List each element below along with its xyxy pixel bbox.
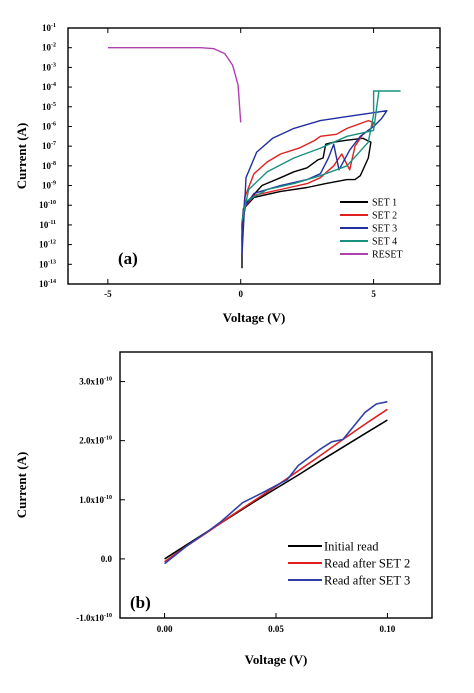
panel-a-legend-label: SET 2 (372, 211, 397, 222)
panel-a-series-reset (107, 47, 242, 123)
panel-b-label: (b) (130, 593, 151, 612)
panel-a-y-tick-label: 10-8 (42, 161, 56, 171)
panel-b-series-read-after-set-3 (164, 400, 388, 565)
panel-a-y-tick-label: 10-4 (42, 82, 56, 92)
panel-a-label: (a) (118, 249, 138, 268)
panel-b-legend-label: Read after SET 2 (324, 557, 410, 571)
panel-b-x-tick-label: 0.00 (157, 624, 173, 634)
panel-a-series-set-1 (241, 137, 372, 269)
panel-a-series-set-2 (241, 119, 375, 235)
panel-b-x-tick-label: 0.05 (268, 624, 284, 634)
panel-a-legend: SET 1 SET 2 SET 3 SET 4 RESET (340, 198, 403, 261)
panel-b-series (164, 400, 388, 565)
panel-b-y-tick-label: -1.0x10-10 (76, 613, 112, 623)
panel-b-legend-label: Initial read (324, 540, 379, 554)
panel-a-y-tick-label: 10-9 (42, 181, 56, 191)
panel-a-y-tick-label: 10-13 (39, 259, 56, 269)
panel-b-x-ticks: 0.00 0.05 0.10 (157, 613, 396, 634)
panel-a-y-ticks: 10-1 10-2 10-3 10-4 10-5 10-6 10-7 10-8 10-9 10-1… (39, 23, 440, 289)
panel-a-series-set-4 (241, 90, 401, 222)
panel-b-y-ticks: 3.0x10-10 2.0x10-10 1.0x10-10 0.0 -1.0x10-10 (76, 377, 125, 623)
panel-a-y-tick-label: 10-11 (39, 220, 56, 230)
panel-a-legend-label: SET 4 (372, 237, 397, 248)
panel-a-x-tick-label: 0 (238, 289, 243, 299)
panel-a-legend-label: RESET (372, 250, 403, 261)
panel-a-y-tick-label: 10-14 (39, 279, 56, 289)
panel-b-chart: 3.0x10-10 2.0x10-10 1.0x10-10 0.0 -1.0x10-10… (14, 351, 433, 667)
panel-a-x-tick-label: -5 (104, 289, 112, 299)
panel-a-y-tick-label: 10-12 (39, 240, 56, 250)
panel-b-x-tick-label: 0.10 (380, 624, 396, 634)
panel-a-y-tick-label: 10-1 (42, 23, 56, 33)
panel-a-legend-label: SET 1 (372, 198, 397, 209)
panel-a-x-tick-label: 5 (371, 289, 376, 299)
panel-a-series (107, 47, 401, 269)
panel-a-y-tick-label: 10-2 (42, 43, 56, 53)
panel-a-y-tick-label: 10-10 (39, 200, 56, 210)
panel-a-y-tick-label: 10-3 (42, 62, 56, 72)
panel-a-y-tick-label: 10-7 (42, 141, 56, 151)
panel-b-legend: Initial read Read after SET 2 Read after S… (288, 540, 410, 588)
panel-b-y-tick-label: 3.0x10-10 (79, 377, 112, 387)
panel-a-y-tick-label: 10-5 (42, 102, 56, 112)
panel-b-legend-label: Read after SET 3 (324, 574, 410, 588)
panel-a-y-tick-label: 10-6 (42, 121, 56, 131)
panel-b-ylabel: Current (A) (14, 452, 29, 519)
panel-a-ylabel: Current (A) (14, 123, 29, 190)
panel-a-chart: 10-1 10-2 10-3 10-4 10-5 10-6 10-7 10-8 10-9 10-1… (14, 23, 441, 325)
panel-a-frame (67, 27, 441, 285)
panel-a-xlabel: Voltage (V) (223, 310, 286, 325)
panel-b-y-tick-label: 0.0 (101, 554, 113, 564)
panel-b-y-tick-label: 1.0x10-10 (79, 495, 112, 505)
panel-a-legend-label: SET 3 (372, 224, 397, 235)
panel-a-x-ticks: -5 0 5 (104, 28, 376, 299)
panel-b-xlabel: Voltage (V) (245, 652, 308, 667)
panel-b-y-tick-label: 2.0x10-10 (79, 436, 112, 446)
